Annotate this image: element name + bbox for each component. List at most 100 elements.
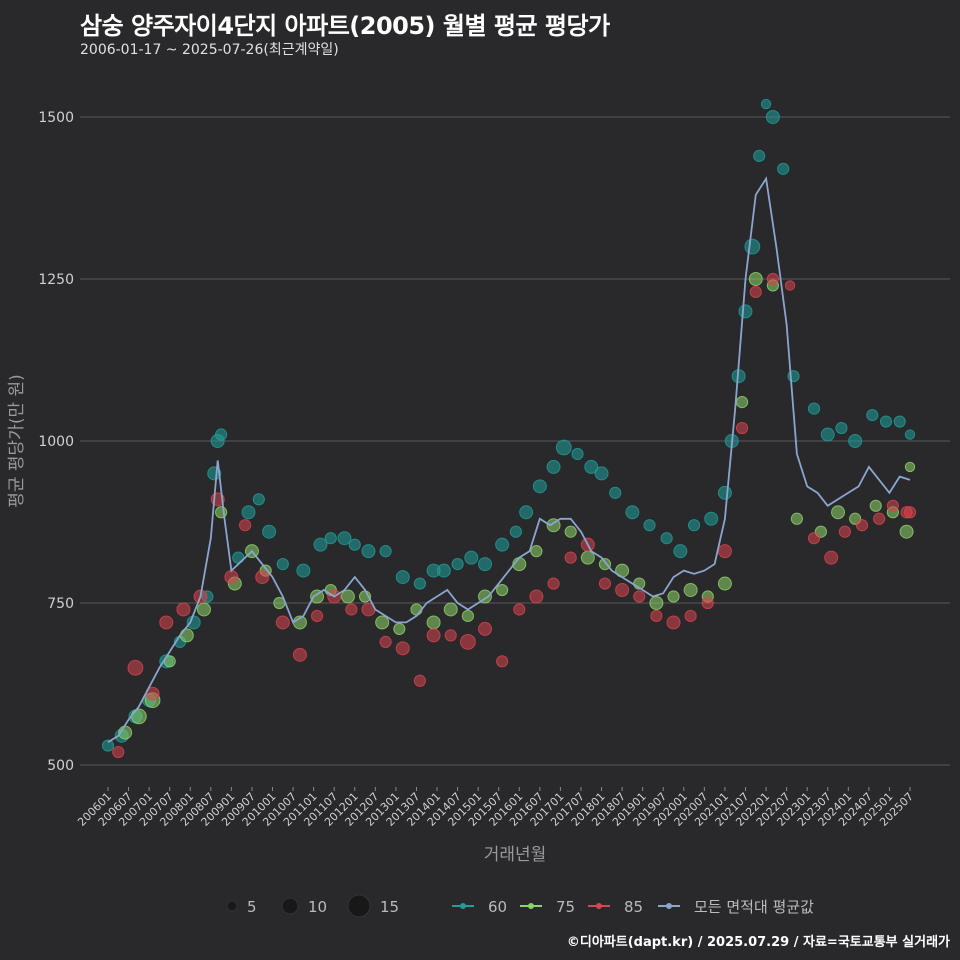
point-60 — [241, 505, 256, 520]
y-tick-labels: 500 750 1000 1250 1500 — [38, 110, 74, 774]
point-75 — [130, 708, 147, 725]
y-axis-label: 평균 평당가(만 원) — [7, 374, 27, 508]
point-60 — [893, 415, 906, 428]
point-75 — [375, 615, 390, 630]
point-60 — [379, 545, 392, 558]
point-75 — [564, 525, 577, 538]
point-75 — [748, 272, 763, 286]
point-85 — [496, 655, 509, 668]
point-60 — [673, 544, 688, 559]
legend-size-label: 15 — [380, 898, 399, 916]
point-60 — [262, 524, 277, 539]
point-60 — [571, 447, 584, 461]
point-85 — [395, 641, 410, 656]
y-tick-label: 1000 — [38, 434, 74, 450]
point-75 — [667, 590, 680, 603]
point-60 — [594, 466, 609, 481]
point-60 — [519, 505, 534, 520]
point-85 — [292, 647, 307, 662]
y-tick-label: 500 — [47, 758, 74, 774]
point-60 — [704, 511, 719, 526]
chart-subtitle: 2006-01-17 ~ 2025-07-26(최근계약일) — [80, 42, 339, 58]
point-60 — [609, 486, 622, 499]
point-85 — [547, 577, 560, 590]
point-60 — [866, 408, 879, 422]
y-tick-label: 750 — [47, 596, 74, 612]
point-60 — [451, 558, 464, 571]
point-60 — [760, 98, 772, 110]
point-60 — [395, 570, 410, 585]
point-75 — [683, 583, 698, 598]
point-60 — [546, 459, 561, 474]
point-85 — [255, 570, 270, 585]
grid-lines — [80, 116, 950, 766]
point-75 — [904, 461, 916, 473]
point-60 — [313, 537, 328, 552]
point-85 — [824, 550, 839, 565]
point-60 — [413, 577, 426, 590]
point-60 — [643, 519, 656, 532]
point-85 — [310, 609, 324, 623]
point-85 — [701, 596, 714, 610]
point-75 — [831, 505, 846, 520]
point-85 — [176, 602, 191, 617]
point-85 — [766, 272, 780, 286]
point-60 — [532, 479, 547, 494]
point-85 — [444, 629, 457, 642]
point-60 — [509, 525, 522, 538]
legend-series-label: 75 — [556, 898, 575, 916]
point-75 — [735, 396, 749, 409]
point-60 — [835, 421, 848, 435]
x-axis-label: 거래년월 — [484, 845, 547, 865]
point-60 — [495, 537, 510, 552]
point-85 — [513, 603, 526, 616]
point-85 — [478, 621, 493, 636]
point-60 — [584, 459, 599, 474]
point-75 — [393, 622, 406, 636]
point-60 — [687, 519, 701, 532]
point-85 — [650, 609, 663, 623]
point-60 — [744, 238, 761, 255]
point-85 — [345, 603, 358, 616]
point-75 — [426, 615, 441, 630]
point-85 — [426, 628, 441, 643]
point-60 — [436, 563, 451, 578]
legend-dot-avg — [666, 903, 672, 909]
point-75 — [869, 499, 882, 512]
point-85 — [112, 745, 125, 759]
point-85 — [633, 590, 646, 603]
point-75 — [790, 512, 803, 525]
credit-footer: ©디아파트(dapt.kr) / 2025.07.29 / 자료=국토교통부 실… — [566, 935, 950, 950]
legend-dot-s85 — [596, 903, 602, 909]
point-60 — [324, 532, 337, 545]
point-60 — [252, 493, 265, 506]
point-85 — [238, 519, 252, 532]
point-75 — [717, 576, 732, 591]
point-85 — [224, 570, 239, 585]
chart-title: 삼숭 양주자이4단지 아파트(2005) 월별 평균 평당가 — [80, 12, 610, 40]
point-75 — [496, 583, 509, 597]
point-85 — [735, 421, 749, 435]
legend-series-label: 60 — [488, 898, 507, 916]
point-60 — [777, 162, 790, 175]
point-85 — [886, 499, 899, 512]
point-60 — [753, 149, 766, 162]
point-60 — [555, 439, 572, 456]
y-tick-label: 1250 — [38, 272, 74, 288]
point-60 — [738, 304, 753, 319]
legend-size-10 — [281, 897, 299, 915]
point-85 — [684, 609, 697, 623]
average-line — [107, 176, 911, 744]
point-85 — [784, 280, 796, 291]
point-85 — [749, 285, 762, 299]
point-60 — [765, 110, 780, 124]
point-85 — [807, 532, 821, 545]
point-85 — [666, 615, 681, 630]
point-60 — [820, 427, 835, 442]
point-60 — [879, 415, 893, 428]
point-85 — [838, 525, 851, 538]
y-tick-label: 1500 — [38, 110, 74, 126]
point-60 — [464, 550, 479, 565]
point-85 — [873, 512, 886, 525]
